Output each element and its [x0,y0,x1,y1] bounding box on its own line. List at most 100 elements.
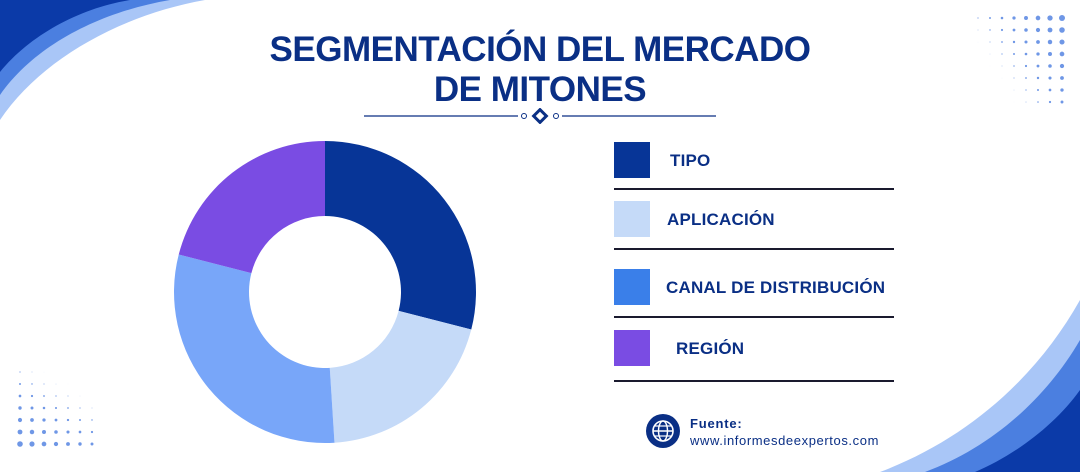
decor-dot [30,418,34,422]
legend-divider [614,316,894,318]
page-title-line-2: DE MITONES [433,70,647,109]
decor-dot [1037,89,1039,91]
decor-dot [1024,52,1028,56]
decor-dot [1024,28,1028,32]
decor-dot [67,407,69,409]
decor-dot [1060,76,1064,80]
decor-dot [31,383,33,385]
decor-dot [1036,40,1040,44]
decor-dot [30,406,34,410]
decor-dot [79,419,81,421]
decor-dot [1036,52,1040,56]
decor-dot [90,442,94,446]
decor-dot [1024,40,1028,44]
decor-dot [66,430,70,434]
decor-dot [67,395,69,397]
decor-dot [1035,15,1041,21]
decor-dot [54,406,58,410]
decor-dot [1012,28,1016,32]
decor-dot [1060,88,1064,92]
legend-item-tipo: TIPO [614,142,894,190]
decor-dot [43,395,45,397]
decor-dot [1059,27,1065,33]
decor-dot [18,406,22,410]
legend-item-region: REGIÓN [614,330,894,382]
decor-dot [30,394,34,398]
decor-dot [1025,101,1027,103]
legend-divider [614,248,894,250]
source-label: Fuente: [690,416,743,431]
decor-dot [1013,53,1015,55]
globe-icon [646,414,680,448]
decor-dot [1037,101,1039,103]
decor-dot [1059,63,1065,69]
decor-dot [1036,76,1040,80]
legend-label-tipo: TIPO [670,151,711,170]
legend-item-aplicacion: APLICACIÓN [614,201,894,250]
dot-grid-bottom-left [17,371,94,447]
decor-dot [1013,65,1015,67]
decor-dot [1048,88,1052,92]
decor-dot [53,441,59,447]
legend-swatch-aplicacion [614,201,650,237]
decor-dot [1025,89,1027,91]
page-title: SEGMENTACIÓN DEL MERCADO DE MITONES [230,30,850,110]
decor-dot [54,430,58,434]
donut-slice-tipo [325,141,476,330]
legend-divider [614,380,894,382]
decor-dot [1001,53,1003,55]
decor-dot [1047,27,1053,33]
legend-item-canal: CANAL DE DISTRIBUCIÓN [614,269,894,318]
decor-dot [55,395,57,397]
decor-dot [1025,77,1027,79]
dot-grid-top-right [977,15,1065,104]
page-title-line-1: SEGMENTACIÓN DEL MERCADO [269,30,811,69]
decor-dot [1047,39,1053,45]
decor-dot [1060,100,1064,104]
decor-dot [42,430,46,434]
decor-dot [1000,28,1004,32]
decor-dot [78,442,82,446]
decor-dot [31,371,33,373]
decor-dot [1012,40,1016,44]
decor-dot [989,17,991,19]
decor-dot [1024,64,1028,68]
decor-dot [91,419,93,421]
legend-divider [614,188,894,190]
decor-dot [1012,16,1016,20]
decor-dot [1000,16,1004,20]
decor-dot [1047,15,1053,21]
decor-dot [1024,16,1028,20]
decor-dot [977,29,979,31]
decor-dot [78,430,82,434]
legend-swatch-tipo [614,142,650,178]
donut-slice-canal-de-distribucion [173,254,335,443]
decor-dot [29,441,35,447]
wave-bottom-right-dark [975,390,1080,472]
decor-dot [1048,52,1052,56]
decor-dot [18,394,22,398]
decor-dot [1036,64,1040,68]
source-url-link[interactable]: www.informesdeexpertos.com [690,433,879,448]
decor-dot [989,53,991,55]
legend-label-aplicacion: APLICACIÓN [667,210,775,229]
donut-slice-aplicacion [329,310,472,443]
decor-dot [19,371,21,373]
decor-dot [1059,15,1065,21]
decor-dot [977,17,979,19]
decor-dot [41,441,47,447]
decor-dot [91,407,93,409]
legend-label-canal: CANAL DE DISTRIBUCIÓN [666,278,886,297]
decor-dot [17,417,23,423]
legend-swatch-canal [614,269,650,305]
decor-dot [1059,39,1065,45]
decor-dot [1013,89,1015,91]
decor-dot [90,430,94,434]
title-divider [364,108,716,124]
decor-dot [42,418,46,422]
decor-dot [1001,65,1003,67]
decor-dot [1001,41,1003,43]
decor-dot [29,429,35,435]
decor-dot [66,418,70,422]
